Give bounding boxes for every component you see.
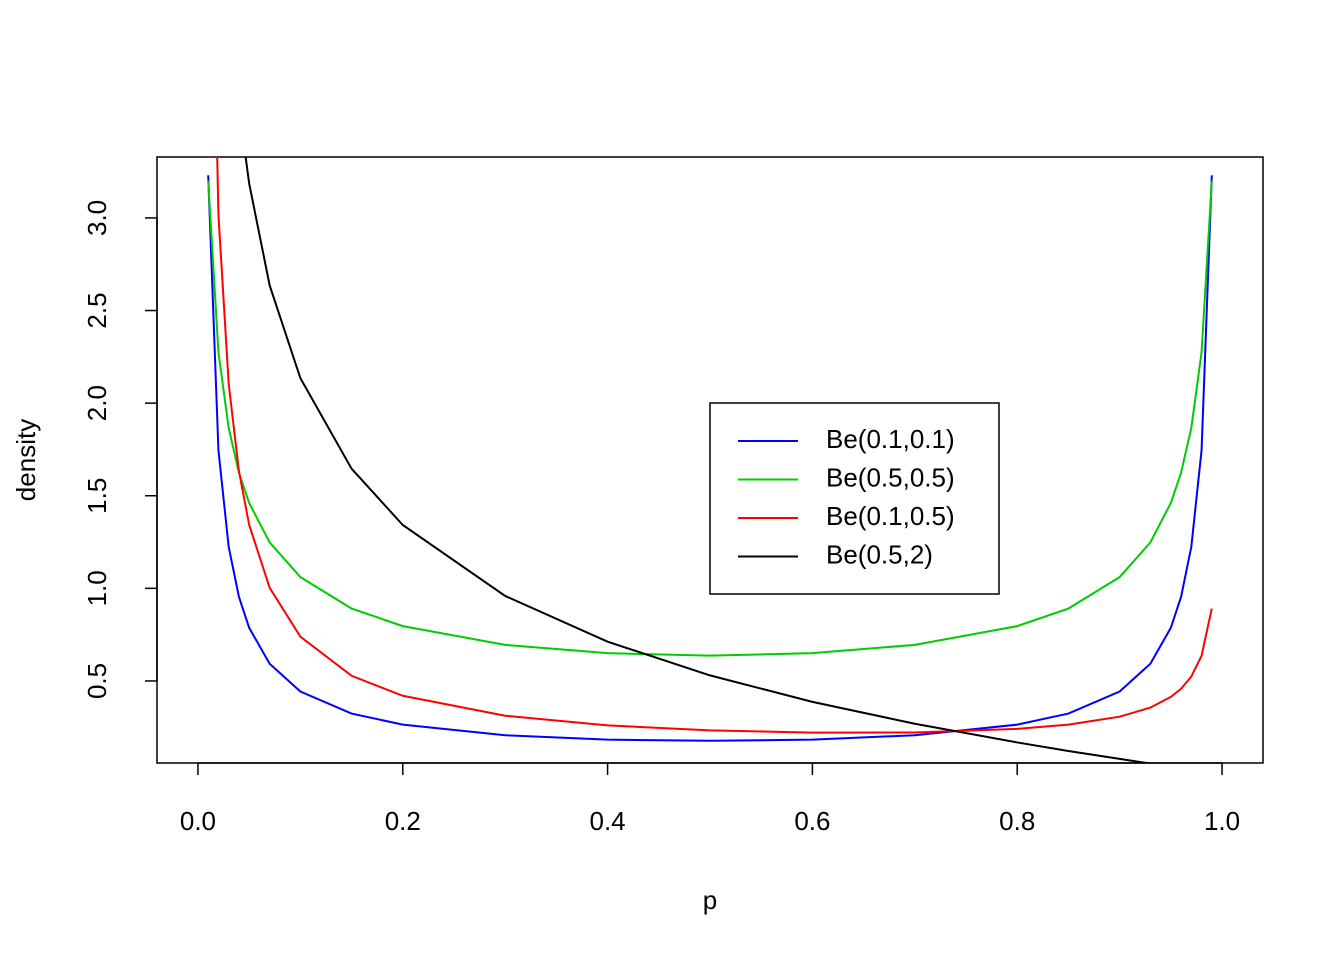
y-tick-label: 3.0 (82, 200, 112, 236)
legend-label: Be(0.5,2) (826, 539, 933, 569)
x-tick-label: 0.0 (180, 806, 216, 836)
x-tick-label: 1.0 (1204, 806, 1240, 836)
x-tick-label: 0.4 (590, 806, 626, 836)
legend-label: Be(0.5,0.5) (826, 462, 955, 492)
legend-box (709, 402, 1000, 595)
x-tick-label: 0.2 (385, 806, 421, 836)
data-line (244, 157, 1154, 763)
x-tick-label: 0.8 (999, 806, 1035, 836)
y-tick-label: 1.0 (82, 570, 112, 606)
legend-label: Be(0.1,0.5) (826, 501, 955, 531)
data-line (207, 181, 1213, 657)
legend-label: Be(0.1,0.1) (826, 424, 955, 454)
y-tick-label: 2.5 (82, 292, 112, 328)
x-axis-label: p (703, 885, 717, 915)
data-line (207, 175, 1213, 742)
y-tick-label: 0.5 (82, 663, 112, 699)
x-tick-label: 0.6 (794, 806, 830, 836)
plot-area (207, 157, 1213, 763)
data-line (216, 157, 1213, 734)
y-axis-label: density (11, 419, 41, 501)
y-tick-label: 1.5 (82, 478, 112, 514)
y-tick-label: 2.0 (82, 385, 112, 421)
